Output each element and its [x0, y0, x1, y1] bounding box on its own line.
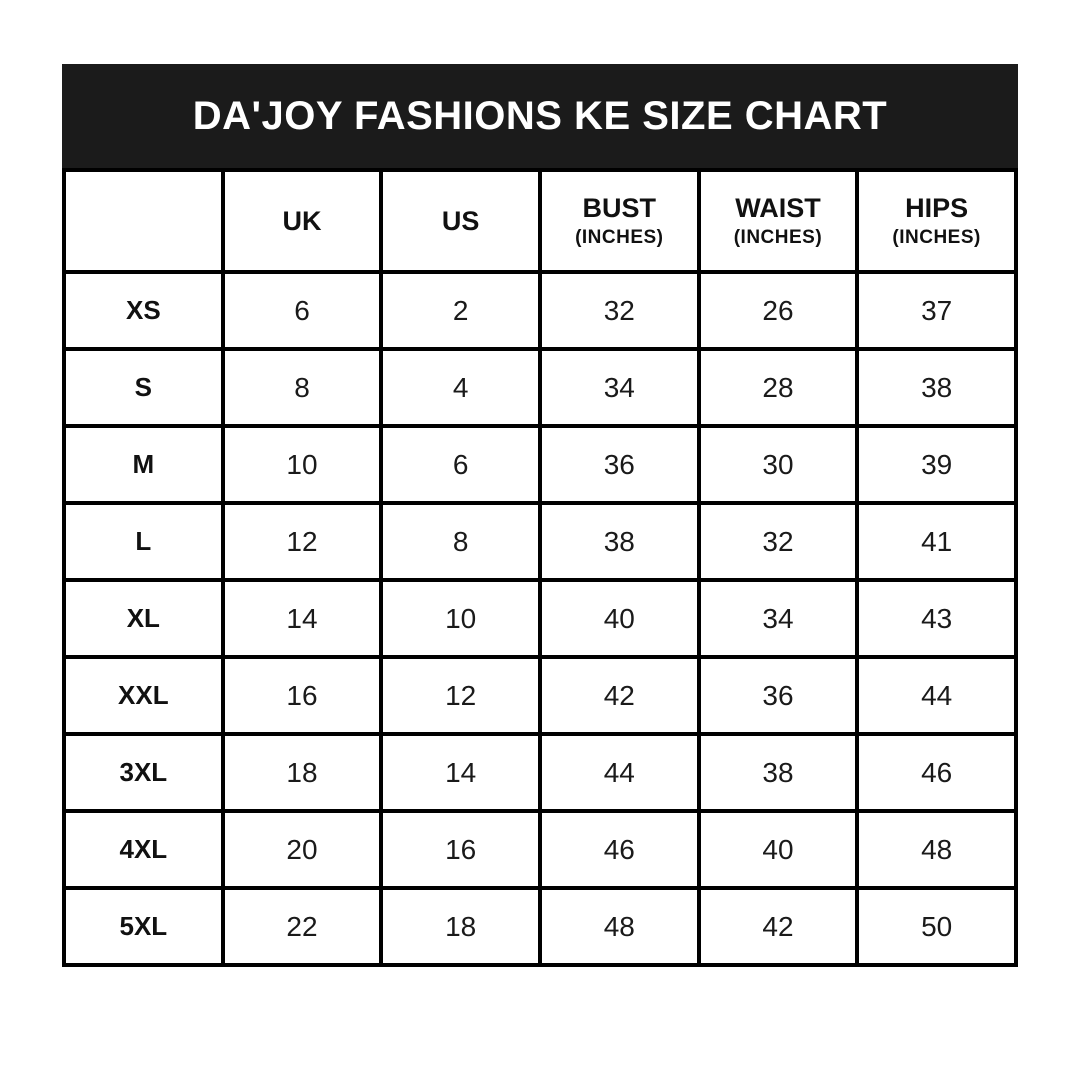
cell-uk: 16 — [220, 655, 384, 736]
cell-bust: 40 — [537, 578, 701, 659]
cell-bust: 42 — [537, 655, 701, 736]
cell-waist: 34 — [696, 578, 860, 659]
cell-waist: 38 — [696, 732, 860, 813]
cell-hips: 39 — [855, 424, 1018, 505]
cell-size: 3XL — [62, 732, 225, 813]
size-chart-page: DA'JOY FASHIONS KE SIZE CHART UK US BUST… — [62, 0, 1018, 967]
table-row: S 8 4 34 28 38 — [62, 347, 1018, 428]
table-row: M 10 6 36 30 39 — [62, 424, 1018, 505]
cell-us: 14 — [379, 732, 542, 813]
column-header-bust-unit: (INCHES) — [575, 227, 664, 248]
cell-bust: 38 — [537, 501, 701, 582]
cell-size: XS — [62, 270, 225, 351]
cell-bust: 32 — [537, 270, 701, 351]
cell-waist: 36 — [696, 655, 860, 736]
size-chart-table: UK US BUST (INCHES) WAIST (INCHES) HIPS … — [62, 168, 1018, 967]
table-row: XL 14 10 40 34 43 — [62, 578, 1018, 659]
cell-us: 6 — [379, 424, 542, 505]
column-header-us: US — [379, 168, 542, 274]
column-header-size — [62, 168, 225, 274]
cell-bust: 46 — [537, 809, 701, 890]
title-bar: DA'JOY FASHIONS KE SIZE CHART — [62, 64, 1018, 168]
cell-hips: 48 — [855, 809, 1018, 890]
cell-uk: 6 — [220, 270, 384, 351]
cell-size: L — [62, 501, 225, 582]
column-header-waist: WAIST (INCHES) — [696, 168, 860, 274]
cell-us: 4 — [379, 347, 542, 428]
cell-uk: 18 — [220, 732, 384, 813]
cell-waist: 28 — [696, 347, 860, 428]
cell-bust: 44 — [537, 732, 701, 813]
cell-uk: 20 — [220, 809, 384, 890]
table-header-row: UK US BUST (INCHES) WAIST (INCHES) HIPS … — [62, 168, 1018, 274]
table-row: L 12 8 38 32 41 — [62, 501, 1018, 582]
cell-hips: 41 — [855, 501, 1018, 582]
cell-waist: 40 — [696, 809, 860, 890]
cell-uk: 22 — [220, 886, 384, 967]
cell-hips: 38 — [855, 347, 1018, 428]
cell-us: 16 — [379, 809, 542, 890]
cell-us: 8 — [379, 501, 542, 582]
column-header-bust: BUST (INCHES) — [537, 168, 701, 274]
column-header-bust-label: BUST — [582, 193, 657, 223]
cell-uk: 12 — [220, 501, 384, 582]
cell-size: 5XL — [62, 886, 225, 967]
cell-bust: 48 — [537, 886, 701, 967]
cell-uk: 8 — [220, 347, 384, 428]
page-title: DA'JOY FASHIONS KE SIZE CHART — [192, 93, 888, 138]
cell-waist: 32 — [696, 501, 860, 582]
cell-us: 12 — [379, 655, 542, 736]
column-header-waist-label: WAIST — [735, 193, 821, 223]
cell-us: 18 — [379, 886, 542, 967]
cell-size: 4XL — [62, 809, 225, 890]
table-row: 5XL 22 18 48 42 50 — [62, 886, 1018, 967]
cell-waist: 26 — [696, 270, 860, 351]
cell-us: 10 — [379, 578, 542, 659]
cell-waist: 42 — [696, 886, 860, 967]
column-header-hips-label: HIPS — [905, 193, 969, 223]
cell-us: 2 — [379, 270, 542, 351]
table-row: 4XL 20 16 46 40 48 — [62, 809, 1018, 890]
column-header-uk: UK — [220, 168, 384, 274]
cell-hips: 37 — [855, 270, 1018, 351]
cell-hips: 50 — [855, 886, 1018, 967]
cell-bust: 34 — [537, 347, 701, 428]
cell-size: XL — [62, 578, 225, 659]
cell-bust: 36 — [537, 424, 701, 505]
cell-uk: 14 — [220, 578, 384, 659]
table-row: XS 6 2 32 26 37 — [62, 270, 1018, 351]
cell-hips: 43 — [855, 578, 1018, 659]
column-header-waist-unit: (INCHES) — [733, 227, 823, 248]
table-row: 3XL 18 14 44 38 46 — [62, 732, 1018, 813]
cell-size: XXL — [62, 655, 225, 736]
cell-waist: 30 — [696, 424, 860, 505]
cell-size: S — [62, 347, 225, 428]
table-row: XXL 16 12 42 36 44 — [62, 655, 1018, 736]
column-header-hips-unit: (INCHES) — [892, 227, 981, 248]
cell-size: M — [62, 424, 225, 505]
cell-hips: 44 — [855, 655, 1018, 736]
cell-uk: 10 — [220, 424, 384, 505]
cell-hips: 46 — [855, 732, 1018, 813]
column-header-hips: HIPS (INCHES) — [855, 168, 1018, 274]
